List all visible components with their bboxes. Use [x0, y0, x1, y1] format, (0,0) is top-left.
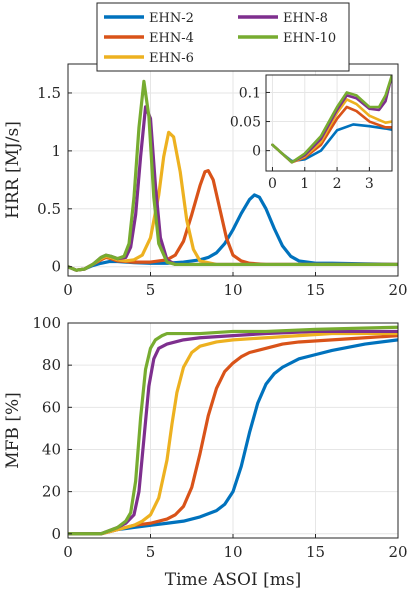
bottom-xtick-label-20: 20 [388, 543, 407, 561]
bottom-ylabel: MFB [%] [3, 392, 23, 469]
bottom-ytick-label-20: 20 [42, 483, 61, 501]
top-xtick-label-0: 0 [63, 281, 73, 299]
inset-xtick-label-0: 0 [268, 176, 277, 192]
legend-label-ehn-10: EHN-10 [283, 31, 336, 46]
bottom-xtick-label-15: 15 [306, 543, 325, 561]
top-ylabel: HRR [MJ/s] [3, 121, 23, 219]
inset-ytick-label-0p1: 0.1 [239, 85, 261, 101]
legend-label-ehn-4: EHN-4 [149, 31, 194, 46]
legend: EHN-2 EHN-8 EHN-4 EHN-10 EHN-6 [96, 2, 350, 72]
legend-label-ehn-8: EHN-8 [283, 11, 328, 26]
top-series-ehn-10 [68, 79, 398, 272]
bottom-xtick-label-10: 10 [223, 543, 242, 561]
bottom-ytick-label-0: 0 [51, 525, 61, 543]
top-ytick-label-0p5: 0.5 [37, 200, 61, 218]
top-xtick-label-5: 5 [146, 281, 156, 299]
bottom-ytick-label-40: 40 [42, 440, 61, 458]
top-ytick-label-1p5: 1.5 [37, 84, 61, 102]
legend-label-ehn-6: EHN-6 [149, 51, 194, 66]
inset-ytick-label-0p05: 0.05 [230, 115, 261, 131]
top-xtick-label-10: 10 [223, 281, 242, 299]
bottom-series-ehn-2 [68, 338, 398, 536]
bottom-xtick-label-0: 0 [63, 543, 73, 561]
bottom-series-ehn-4 [68, 334, 398, 536]
top-ytick-label-1: 1 [51, 142, 61, 160]
bottom-series-ehn-6 [68, 331, 398, 536]
legend-label-ehn-2: EHN-2 [149, 11, 194, 26]
bottom-xtick-label-5: 5 [146, 543, 156, 561]
bottom-series-ehn-10 [68, 325, 398, 536]
bottom-ytick-label-60: 60 [42, 398, 61, 416]
bottom-series-group [68, 325, 398, 536]
top-xtick-label-15: 15 [306, 281, 325, 299]
top-series-ehn-2 [68, 193, 398, 272]
bottom-xlabel: Time ASOI [ms] [165, 570, 301, 590]
top-series-group [68, 79, 398, 272]
top-ytick-label-0: 0 [51, 258, 61, 276]
inset-xtick-label-1: 1 [300, 176, 309, 192]
inset-xtick-label-3: 3 [365, 176, 374, 192]
top-xtick-label-20: 20 [388, 281, 407, 299]
inset-series-ehn-10 [271, 75, 392, 164]
bottom-ytick-label-100: 100 [32, 314, 61, 332]
bottom-ytick-label-80: 80 [42, 356, 61, 374]
inset-series-group [271, 75, 392, 164]
inset-ytick-label-0: 0 [252, 144, 261, 160]
bottom-panel: 0 5 10 15 20 0 20 40 60 80 100 MFB [%] Time ASOI [ms… [3, 314, 408, 590]
inset-axes-frame [265, 74, 393, 172]
inset-panel: 0 1 2 3 0 0.05 0.1 [230, 74, 393, 192]
inset-xtick-label-2: 2 [333, 176, 342, 192]
